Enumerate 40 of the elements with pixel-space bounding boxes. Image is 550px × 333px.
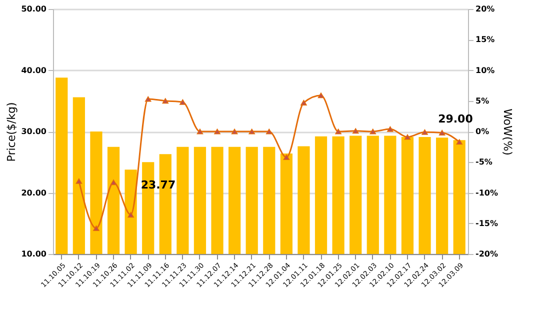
point xyxy=(300,100,307,106)
y-tick-label: 20.00 xyxy=(21,188,47,198)
point xyxy=(93,226,100,232)
point xyxy=(248,128,255,134)
y2-tick-label: 5% xyxy=(476,96,490,106)
y2-tick-label: -5% xyxy=(476,158,492,167)
y2-tick-label: -10% xyxy=(476,188,498,198)
point xyxy=(318,92,324,98)
y2-tick-label: -15% xyxy=(476,218,498,228)
point xyxy=(144,96,152,102)
point xyxy=(76,178,82,184)
point xyxy=(231,128,238,134)
y2-axis-title: WoW(%) xyxy=(500,108,514,156)
y2-tick-label: 10% xyxy=(476,66,495,75)
point xyxy=(387,126,394,132)
point xyxy=(370,128,376,134)
point xyxy=(438,130,446,136)
point xyxy=(335,128,342,134)
point xyxy=(214,128,220,134)
point xyxy=(456,139,462,145)
point xyxy=(352,128,359,134)
y-tick-label: 10.00 xyxy=(21,250,47,258)
point xyxy=(196,128,204,134)
annotation: 29.00 xyxy=(438,112,474,126)
point xyxy=(110,180,117,186)
point xyxy=(128,212,134,218)
y-tick-label: 40.00 xyxy=(21,66,47,75)
point xyxy=(422,129,428,135)
y-tick-label: 50.00 xyxy=(21,4,47,14)
point xyxy=(180,99,186,105)
point xyxy=(162,98,169,104)
point xyxy=(283,154,290,160)
y2-tick-label: 20% xyxy=(476,4,495,14)
y-tick-label: 30.00 xyxy=(21,127,47,136)
y2-tick-label: 15% xyxy=(476,35,495,44)
y-axis-title: Price($/kg) xyxy=(5,102,18,162)
point xyxy=(404,134,411,140)
y2-tick-label: -20% xyxy=(476,250,498,258)
y2-tick-label: 0% xyxy=(476,127,490,136)
point xyxy=(266,128,272,134)
